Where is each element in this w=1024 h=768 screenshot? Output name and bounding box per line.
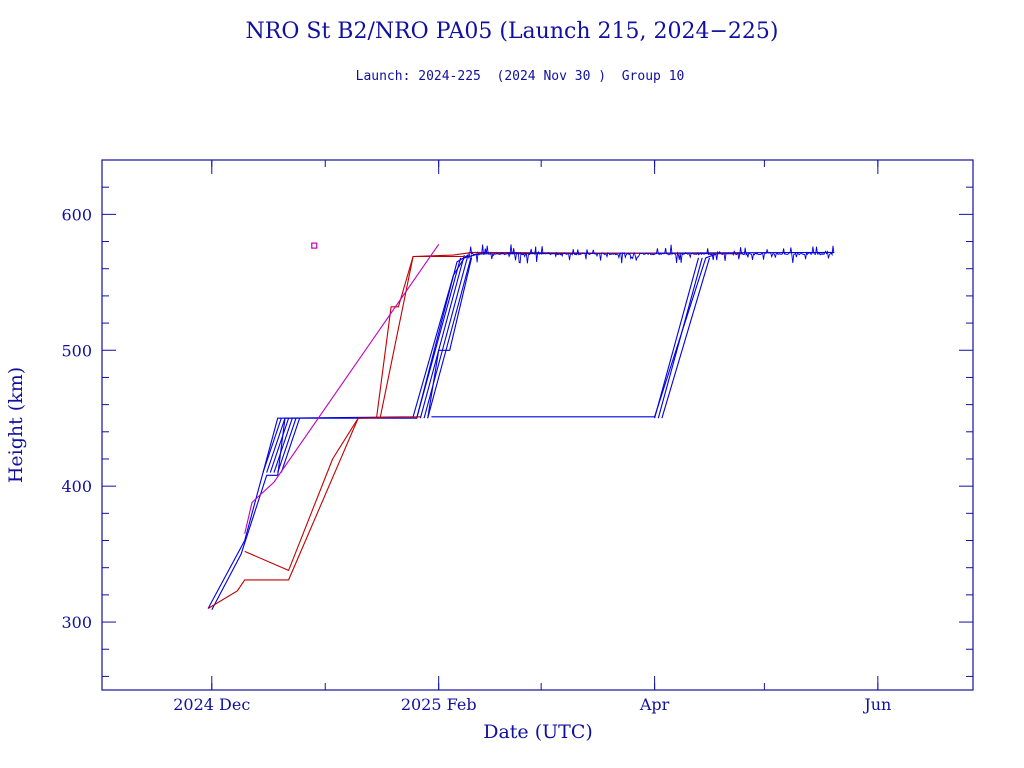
series-line	[416, 257, 462, 419]
series-line	[207, 251, 834, 609]
series-line	[423, 254, 469, 419]
plot-frame	[101, 159, 974, 691]
series-line	[427, 257, 473, 419]
marker-point	[311, 242, 318, 249]
series-line	[211, 254, 469, 611]
chart-subtitle: Launch: 2024-225 (2024 Nov 30 ) Group 10	[356, 69, 685, 84]
axis-ticks: 300 400 500 600 2024 Dec 2025 Feb Apr Jun	[61, 159, 973, 714]
series-line	[277, 418, 297, 473]
y-tick-label: 600	[61, 205, 92, 224]
series-line	[431, 253, 717, 418]
series-line	[419, 254, 465, 419]
x-tick-label: 2024 Dec	[173, 695, 250, 714]
series-line	[207, 416, 421, 609]
x-axis-label: Date (UTC)	[483, 721, 593, 743]
x-tick-label: 2025 Feb	[401, 695, 477, 714]
series-line	[262, 418, 282, 473]
x-tick-label: Apr	[639, 695, 670, 714]
series-line	[661, 257, 711, 419]
chart-title: NRO St B2/NRO PA05 (Launch 215, 2024−225…	[246, 19, 779, 44]
series-line	[266, 418, 286, 473]
y-tick-label: 500	[61, 341, 92, 360]
series-line	[273, 418, 293, 473]
y-tick-label: 400	[61, 477, 92, 496]
series-line	[244, 417, 359, 572]
series-line	[427, 254, 473, 419]
y-tick-label: 300	[61, 613, 92, 632]
series-line	[379, 255, 465, 419]
series-line	[244, 243, 440, 534]
series-group	[207, 242, 835, 611]
series-line	[657, 257, 703, 419]
x-tick-label: Jun	[862, 695, 891, 714]
series-line	[269, 418, 290, 473]
series-line	[654, 257, 700, 419]
noise-band	[467, 244, 835, 264]
y-axis-label: Height (km)	[5, 367, 27, 483]
series-line	[280, 418, 301, 473]
